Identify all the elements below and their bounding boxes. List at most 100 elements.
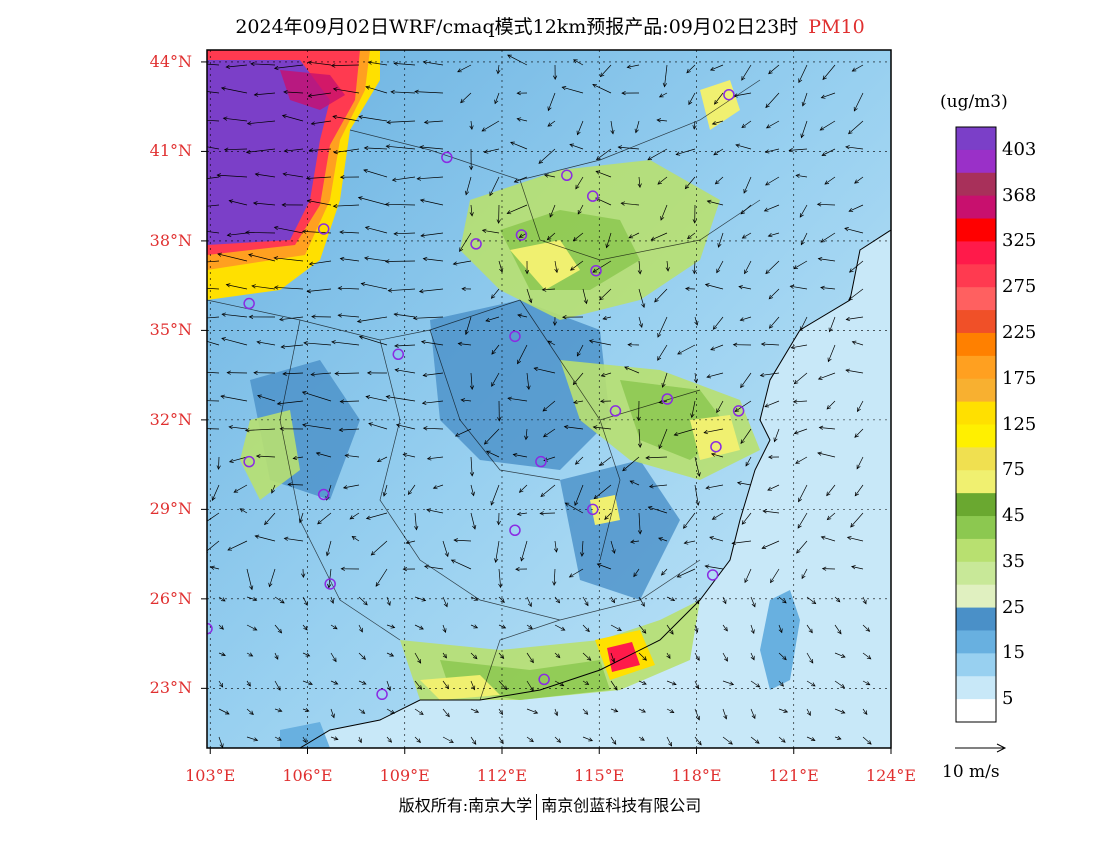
wind-arrow — [688, 92, 696, 106]
wind-arrow — [732, 342, 752, 347]
wind-arrow — [526, 736, 534, 743]
wind-arrow — [801, 92, 808, 107]
wind-arrow — [282, 172, 304, 178]
wind-arrow — [470, 596, 479, 601]
wind-arrow — [279, 426, 304, 431]
wind-arrow — [490, 288, 500, 299]
wind-arrow — [311, 314, 332, 319]
wind-arrow — [750, 708, 756, 720]
wind-arrow — [826, 484, 836, 497]
wind-arrow — [248, 314, 276, 320]
wind-arrow — [358, 596, 368, 606]
wind-arrow — [638, 624, 647, 634]
wind-arrow — [363, 145, 388, 151]
wind-arrow — [442, 736, 454, 743]
wind-arrow — [636, 400, 641, 422]
wind-arrow — [246, 624, 258, 631]
wind-arrow — [342, 484, 360, 490]
wind-arrow — [464, 176, 472, 196]
wind-arrow — [470, 512, 477, 530]
wind-arrow — [722, 708, 728, 720]
wind-arrow — [610, 652, 616, 663]
monitoring-stations — [207, 88, 745, 701]
wind-arrow — [225, 283, 248, 290]
wind-arrow — [533, 366, 556, 374]
colorbar-label: 175 — [1002, 367, 1037, 389]
wind-arrow — [683, 540, 696, 545]
wind-arrow — [357, 196, 388, 206]
wind-arrow — [306, 288, 332, 294]
wind-arrow — [764, 400, 780, 408]
wind-arrow — [307, 92, 332, 98]
wind-arrow — [460, 92, 472, 104]
wind-arrow — [386, 652, 395, 657]
wind-arrow — [806, 680, 816, 687]
wind-arrow — [849, 260, 864, 273]
wind-arrow — [255, 454, 276, 459]
wind-arrow — [862, 624, 871, 632]
wind-arrow — [507, 396, 528, 402]
wind-arrow — [349, 512, 360, 520]
colorbar-segment — [956, 218, 996, 242]
wind-arrow — [844, 227, 864, 234]
wind-arrow — [666, 680, 677, 686]
guangdong-hotspot-core — [607, 642, 640, 672]
colorbar-segment — [956, 264, 996, 288]
wind-arrow — [686, 64, 696, 74]
wind-arrow — [226, 232, 248, 238]
wind-arrow — [801, 568, 808, 580]
wind-arrow — [638, 708, 646, 713]
wind-arrow — [552, 568, 557, 586]
wind-arrow — [227, 540, 248, 551]
wind-arrow — [633, 568, 640, 578]
colorbar-label: 125 — [1002, 413, 1037, 435]
wind-arrow — [798, 484, 808, 503]
wind-arrow — [469, 148, 474, 171]
wind-arrow — [824, 176, 836, 185]
wind-arrow — [414, 596, 427, 602]
colorbar-segment — [956, 470, 996, 494]
wind-arrow — [332, 203, 360, 209]
wind-arrow — [569, 143, 584, 150]
wind-arrow — [498, 596, 505, 603]
wind-arrow — [526, 596, 532, 608]
wind-arrow — [358, 624, 363, 633]
wind-arrow — [620, 201, 640, 206]
wind-arrow — [252, 201, 276, 206]
wind-arrow — [853, 92, 864, 112]
wind-arrow — [576, 344, 584, 357]
wind-arrow — [676, 568, 696, 578]
wind-arrow — [694, 316, 699, 326]
wind-arrow — [302, 652, 311, 657]
wind-arrow — [605, 232, 612, 249]
colorbar-segment — [956, 607, 996, 631]
wind-arrow — [744, 260, 752, 275]
wind-arrow — [330, 680, 339, 685]
wind-arrow — [768, 64, 780, 75]
wind-arrow — [424, 564, 444, 570]
wind-arrow — [498, 624, 507, 629]
wind-arrow — [856, 456, 864, 470]
wind-arrow — [675, 148, 696, 156]
wind-arrow — [657, 316, 668, 338]
wind-arrow — [637, 428, 643, 448]
wind-arrow — [553, 540, 559, 553]
wind-arrow — [750, 596, 756, 608]
wind-arrow — [310, 120, 332, 126]
wind-arrow — [750, 736, 760, 744]
wind-arrow — [740, 428, 752, 445]
colorbar-segment — [956, 424, 996, 448]
wind-arrow — [246, 120, 276, 126]
wind-arrow — [338, 427, 360, 433]
wind-arrow — [512, 452, 528, 458]
wind-arrow — [364, 256, 388, 262]
wind-arrow — [370, 540, 388, 556]
wind-arrow — [364, 226, 388, 234]
wind-arrow — [207, 540, 220, 554]
wind-arrow — [317, 512, 332, 525]
wind-arrow — [765, 120, 780, 129]
wind-arrow — [274, 708, 283, 713]
wind-arrow — [845, 316, 864, 322]
station-marker — [243, 297, 255, 310]
wind-arrow — [645, 455, 668, 460]
